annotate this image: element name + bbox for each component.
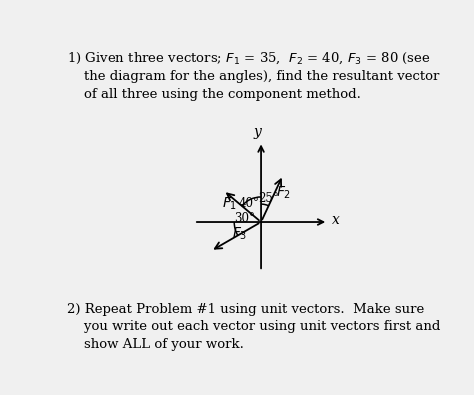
Text: 2) Repeat Problem #1 using unit vectors.  Make sure
    you write out each vecto: 2) Repeat Problem #1 using unit vectors.… bbox=[66, 303, 440, 351]
Text: 1) Given three vectors; $F_1$ = 35,  $F_2$ = 40, $F_3$ = 80 (see
    the diagram: 1) Given three vectors; $F_1$ = 35, $F_2… bbox=[66, 51, 439, 101]
